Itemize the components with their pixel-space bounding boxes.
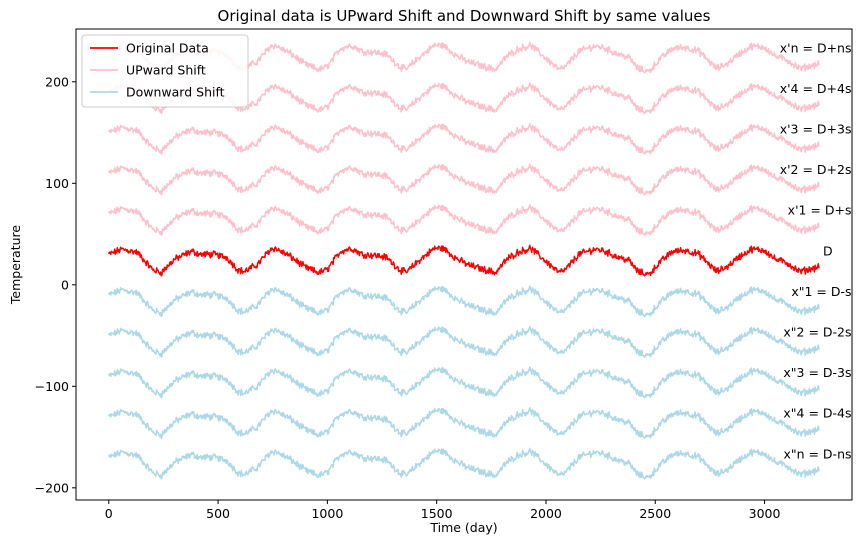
chart-title: Original data is UPward Shift and Downwa… [218, 7, 711, 25]
x-axis: 0 500 1000 1500 2000 2500 3000 [105, 500, 781, 521]
x-tick-label: 500 [206, 506, 230, 521]
series-annotation: x'n = D+ns [780, 40, 852, 55]
y-tick-label: −100 [35, 379, 69, 394]
series-line [108, 204, 820, 236]
y-tick-label: 100 [45, 176, 69, 191]
series-annotation: x"n = D-ns [783, 446, 851, 461]
series-line [108, 325, 820, 358]
legend: Original Data UPward Shift Downward Shift [81, 34, 249, 108]
x-axis-label: Time (day) [429, 520, 497, 535]
series-line [108, 163, 820, 196]
x-tick-label: 1500 [421, 506, 453, 521]
plot-frame [75, 28, 853, 501]
legend-label: UPward Shift [126, 63, 206, 78]
series-line [108, 285, 820, 318]
series-annotation: x'2 = D+2s [780, 162, 852, 177]
series-line [108, 407, 820, 440]
series-annotation: x'3 = D+3s [780, 121, 852, 136]
series-annotation: x"4 = D-4s [783, 406, 851, 421]
y-axis: −200 −100 0 100 200 [35, 74, 76, 495]
y-tick-label: 0 [61, 277, 69, 292]
series-annotation: x'4 = D+4s [780, 81, 852, 96]
series-line [108, 244, 820, 277]
series-line [108, 366, 820, 399]
x-tick-label: 0 [105, 506, 113, 521]
series-annotations: Dx'1 = D+s x'2 = D+2s x'3 = D+3s x'4 = D+4s… [780, 40, 852, 461]
series-line [108, 122, 820, 155]
series-layer [108, 41, 820, 480]
x-tick-label: 2000 [530, 506, 562, 521]
series-line [108, 447, 820, 480]
y-tick-label: −200 [35, 480, 69, 495]
series-annotation: x"1 = D-s [791, 284, 851, 299]
legend-label: Downward Shift [126, 85, 225, 100]
series-annotation: D [823, 243, 833, 258]
series-annotation: x"3 = D-3s [783, 365, 851, 380]
x-tick-label: 1000 [311, 506, 343, 521]
series-annotation: x'1 = D+s [788, 203, 852, 218]
y-tick-label: 200 [45, 74, 69, 89]
x-tick-label: 2500 [639, 506, 671, 521]
x-tick-label: 3000 [749, 506, 781, 521]
series-annotation: x"2 = D-2s [783, 325, 851, 340]
legend-box [81, 34, 249, 108]
y-axis-label: Temperature [8, 225, 23, 305]
legend-label: Original Data [126, 41, 209, 56]
